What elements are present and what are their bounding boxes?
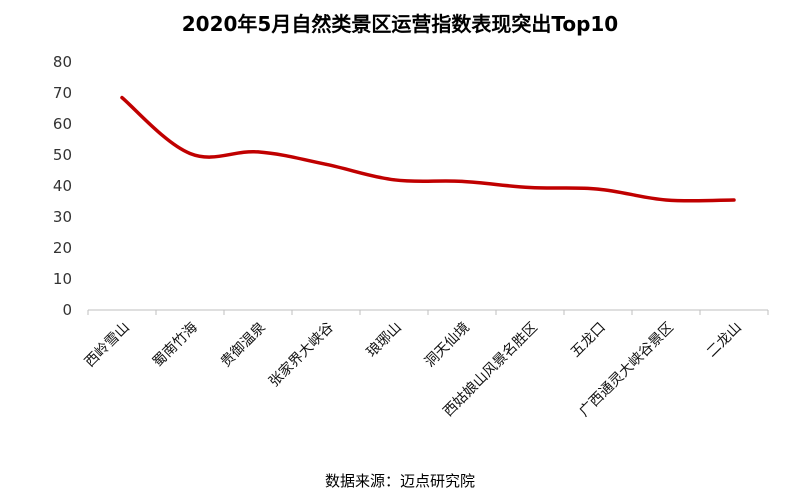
series-line [120,95,736,203]
x-category-label: 张家界大峡谷 [265,319,336,390]
y-tick-label: 50 [53,146,72,164]
data-point [596,187,600,191]
y-tick-label: 60 [53,115,72,133]
series-group [120,95,736,203]
x-category-label: 贵御温泉 [217,319,269,371]
x-axis-ticks [87,310,769,315]
y-tick-label: 10 [53,270,72,288]
y-axis: 0 10 20 30 40 50 60 70 80 [53,53,72,319]
x-category-label: 西岭雪山 [82,320,133,371]
chart-title: 2020年5月自然类景区运营指数表现突出Top10 [181,12,619,36]
y-tick-label: 30 [53,208,72,226]
data-point [460,179,464,183]
x-category-label: 二龙山 [704,320,745,361]
data-point [188,151,192,155]
y-tick-label: 20 [53,239,72,257]
x-category-label: 蜀南竹海 [150,320,201,371]
source-note: 数据来源：迈点研究院 [324,472,475,490]
x-category-label: 洞天仙境 [422,320,473,371]
data-point [392,178,396,182]
data-point [324,162,328,166]
y-tick-label: 70 [53,84,72,102]
data-point [528,186,532,190]
data-point [732,198,736,202]
y-tick-label: 40 [53,177,72,195]
y-tick-label: 80 [53,53,72,71]
x-category-label: 五龙口 [568,320,609,361]
data-point [664,198,668,202]
data-point [120,96,124,100]
x-category-label: 琅琊山 [364,320,405,361]
y-tick-label: 0 [62,301,72,319]
data-point [256,150,260,154]
